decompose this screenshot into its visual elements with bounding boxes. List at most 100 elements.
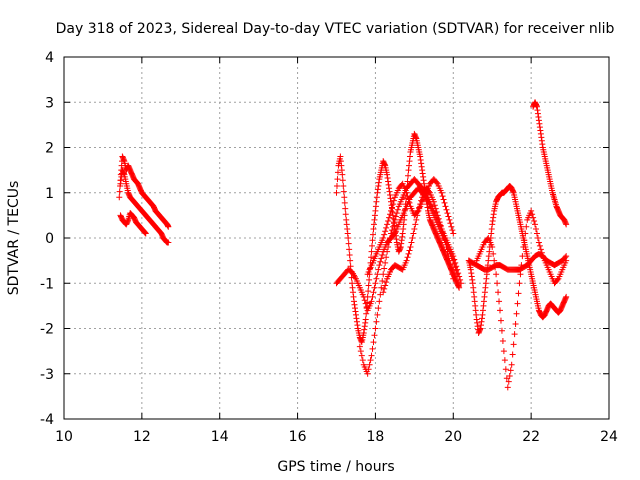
y-tick-label: 0 — [45, 231, 54, 247]
data-point — [379, 251, 386, 258]
data-point — [536, 242, 543, 249]
data-point — [340, 182, 347, 189]
series-arc-12 — [530, 99, 570, 228]
data-point — [382, 228, 389, 235]
data-point — [499, 337, 506, 344]
data-point — [519, 253, 526, 260]
points-layer — [116, 99, 570, 391]
data-point — [411, 225, 418, 232]
data-point — [457, 276, 464, 283]
data-point — [408, 239, 415, 246]
data-point — [389, 201, 396, 208]
data-point — [412, 221, 419, 228]
data-point — [357, 348, 364, 355]
data-point — [405, 172, 412, 179]
data-point — [538, 249, 545, 256]
data-point — [165, 223, 172, 230]
data-point — [383, 224, 390, 231]
x-tick-label: 10 — [55, 429, 73, 445]
data-point — [359, 357, 366, 364]
data-point — [528, 207, 535, 214]
data-point — [372, 325, 379, 332]
data-point — [372, 280, 379, 287]
data-point — [418, 197, 425, 204]
data-point — [494, 280, 501, 287]
data-point — [378, 255, 385, 262]
data-point — [391, 216, 398, 223]
data-point — [410, 230, 417, 237]
data-point — [363, 310, 370, 317]
data-point — [507, 367, 514, 374]
data-point — [435, 215, 442, 222]
data-point — [368, 248, 375, 255]
data-point — [450, 230, 457, 237]
series-arc-8 — [380, 185, 457, 296]
data-point — [386, 239, 393, 246]
data-point — [142, 230, 149, 237]
data-point — [379, 277, 386, 284]
data-point — [371, 332, 378, 339]
data-point — [334, 169, 341, 176]
data-point — [370, 289, 377, 296]
data-point — [455, 270, 462, 277]
data-point — [441, 199, 448, 206]
data-point — [433, 208, 440, 215]
data-point — [439, 193, 446, 200]
data-point — [376, 298, 383, 305]
data-point — [443, 206, 450, 213]
data-point — [489, 244, 496, 251]
data-point — [342, 211, 349, 218]
data-point — [342, 205, 349, 212]
data-point — [440, 232, 447, 239]
data-point — [361, 297, 368, 304]
data-point — [369, 242, 376, 249]
data-point — [365, 366, 372, 373]
data-point — [385, 244, 392, 251]
data-point — [371, 284, 378, 291]
data-point — [369, 345, 376, 352]
data-point — [534, 235, 541, 241]
data-point — [345, 240, 352, 247]
data-point — [368, 298, 375, 305]
x-tick-label: 14 — [211, 429, 229, 445]
data-point — [443, 244, 450, 251]
data-point — [404, 193, 411, 200]
x-tick-label: 20 — [444, 429, 462, 445]
data-point — [533, 230, 540, 237]
data-point — [509, 351, 516, 358]
data-point — [334, 176, 341, 183]
data-point — [366, 276, 373, 283]
data-point — [500, 348, 507, 355]
y-tick-label: 3 — [45, 95, 54, 111]
series-arc-1 — [116, 153, 172, 230]
data-point — [502, 366, 509, 373]
data-point — [425, 188, 432, 195]
data-point — [345, 235, 352, 241]
data-point — [406, 199, 413, 206]
data-point — [448, 266, 455, 273]
y-axis-label: SDTVAR / TECUs — [6, 181, 22, 296]
data-point — [364, 370, 371, 377]
data-point — [506, 373, 513, 380]
data-point — [116, 194, 123, 201]
data-point — [367, 357, 374, 364]
data-point — [365, 282, 372, 289]
x-tick-label: 18 — [367, 429, 385, 445]
data-point — [368, 352, 375, 359]
data-point — [522, 230, 529, 237]
data-point — [456, 273, 463, 280]
chart-title: Day 318 of 2023, Sidereal Day-to-day VTE… — [56, 21, 615, 37]
data-point — [563, 221, 570, 228]
data-point — [388, 204, 395, 211]
data-point — [369, 237, 376, 244]
data-point — [403, 257, 410, 264]
data-point — [513, 310, 520, 317]
x-tick-label: 12 — [133, 429, 151, 445]
data-point — [339, 171, 346, 178]
data-point — [375, 305, 382, 312]
data-point — [454, 266, 461, 273]
data-point — [438, 225, 445, 232]
data-point — [373, 275, 380, 282]
data-point — [404, 254, 411, 261]
